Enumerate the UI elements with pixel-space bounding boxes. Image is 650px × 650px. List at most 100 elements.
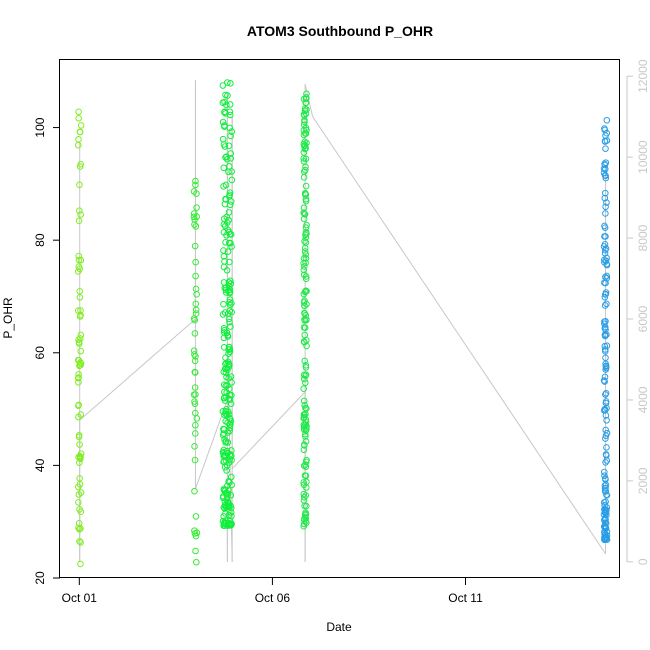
data-point — [221, 518, 228, 526]
data-point — [77, 361, 84, 369]
data-point — [75, 336, 82, 344]
data-point — [226, 318, 233, 326]
right-tick-label: 12000 — [636, 59, 650, 93]
data-point — [226, 348, 234, 355]
data-point — [601, 222, 608, 230]
data-point — [219, 118, 227, 126]
data-point — [222, 284, 230, 292]
line-segment — [231, 391, 306, 470]
right-tick-label: 8000 — [636, 224, 650, 251]
plot-frame — [59, 59, 620, 578]
data-point — [224, 366, 231, 374]
data-point — [603, 491, 611, 499]
data-point — [75, 340, 83, 347]
data-point — [300, 338, 308, 345]
data-point — [603, 444, 610, 451]
data-point — [75, 413, 82, 421]
data-point — [300, 299, 308, 306]
data-point — [227, 509, 235, 516]
x-axis: Oct 01 Oct 06 Oct 11 — [62, 578, 483, 605]
data-point — [192, 391, 199, 398]
line-segment — [312, 116, 606, 554]
data-point — [220, 368, 228, 376]
data-point — [301, 513, 309, 521]
data-point — [220, 247, 227, 254]
data-point — [190, 188, 198, 195]
data-point — [301, 502, 308, 510]
line-segment — [79, 318, 196, 421]
data-point — [300, 462, 308, 470]
data-point — [600, 516, 608, 524]
data-point — [302, 472, 310, 480]
data-point — [219, 135, 227, 143]
data-point — [225, 343, 233, 351]
data-point — [220, 381, 228, 389]
data-point — [223, 219, 231, 226]
data-point — [225, 279, 233, 286]
data-point — [301, 107, 309, 115]
data-point — [301, 118, 308, 126]
data-point — [75, 371, 82, 378]
right-tick-label: 4000 — [636, 386, 650, 413]
data-point — [219, 311, 227, 318]
data-point — [226, 299, 233, 306]
data-point — [191, 357, 199, 365]
data-point — [77, 160, 85, 168]
data-point — [221, 98, 228, 106]
data-point — [227, 453, 235, 460]
data-point — [77, 560, 84, 568]
data-point — [303, 422, 310, 430]
data-point — [302, 371, 310, 379]
data-point — [601, 331, 609, 339]
x-axis-label: Date — [326, 620, 352, 634]
data-point — [603, 260, 610, 268]
data-point — [220, 326, 228, 334]
data-point — [223, 467, 230, 474]
data-point — [226, 396, 234, 403]
data-point — [302, 234, 310, 241]
data-point — [223, 231, 230, 239]
data-point — [601, 194, 609, 202]
data-point — [75, 115, 82, 122]
data-point — [300, 493, 308, 501]
data-point — [192, 421, 199, 429]
data-point — [300, 271, 308, 279]
data-point — [602, 459, 609, 466]
data-point — [192, 285, 200, 293]
data-point — [226, 286, 234, 294]
data-point — [301, 130, 309, 137]
data-point — [302, 251, 310, 258]
data-point — [228, 243, 235, 250]
data-point — [302, 426, 310, 434]
data-point — [602, 210, 609, 217]
data-point — [192, 300, 200, 308]
data-point — [223, 502, 230, 510]
grey-line-series — [79, 80, 607, 562]
data-point — [193, 291, 200, 298]
data-point — [75, 402, 82, 409]
y-axis-label: P_OHR — [1, 297, 15, 339]
data-point — [603, 452, 610, 459]
data-point — [301, 145, 309, 153]
data-point — [190, 347, 198, 355]
data-point — [302, 182, 310, 190]
data-point — [602, 399, 610, 407]
data-point — [224, 79, 231, 86]
data-point — [602, 203, 609, 211]
x-tick-label: Oct 06 — [255, 591, 291, 605]
data-point — [76, 525, 83, 533]
data-point — [600, 468, 608, 476]
y-tick-label: 20 — [33, 571, 47, 585]
data-point — [602, 233, 609, 240]
data-point — [190, 210, 198, 217]
data-point — [602, 159, 610, 166]
data-point — [602, 391, 609, 398]
data-point — [302, 433, 309, 440]
data-point — [301, 375, 308, 383]
data-point — [602, 498, 609, 505]
data-point — [601, 302, 609, 309]
data-point — [223, 153, 230, 160]
data-point — [602, 189, 609, 197]
data-point — [219, 494, 227, 502]
